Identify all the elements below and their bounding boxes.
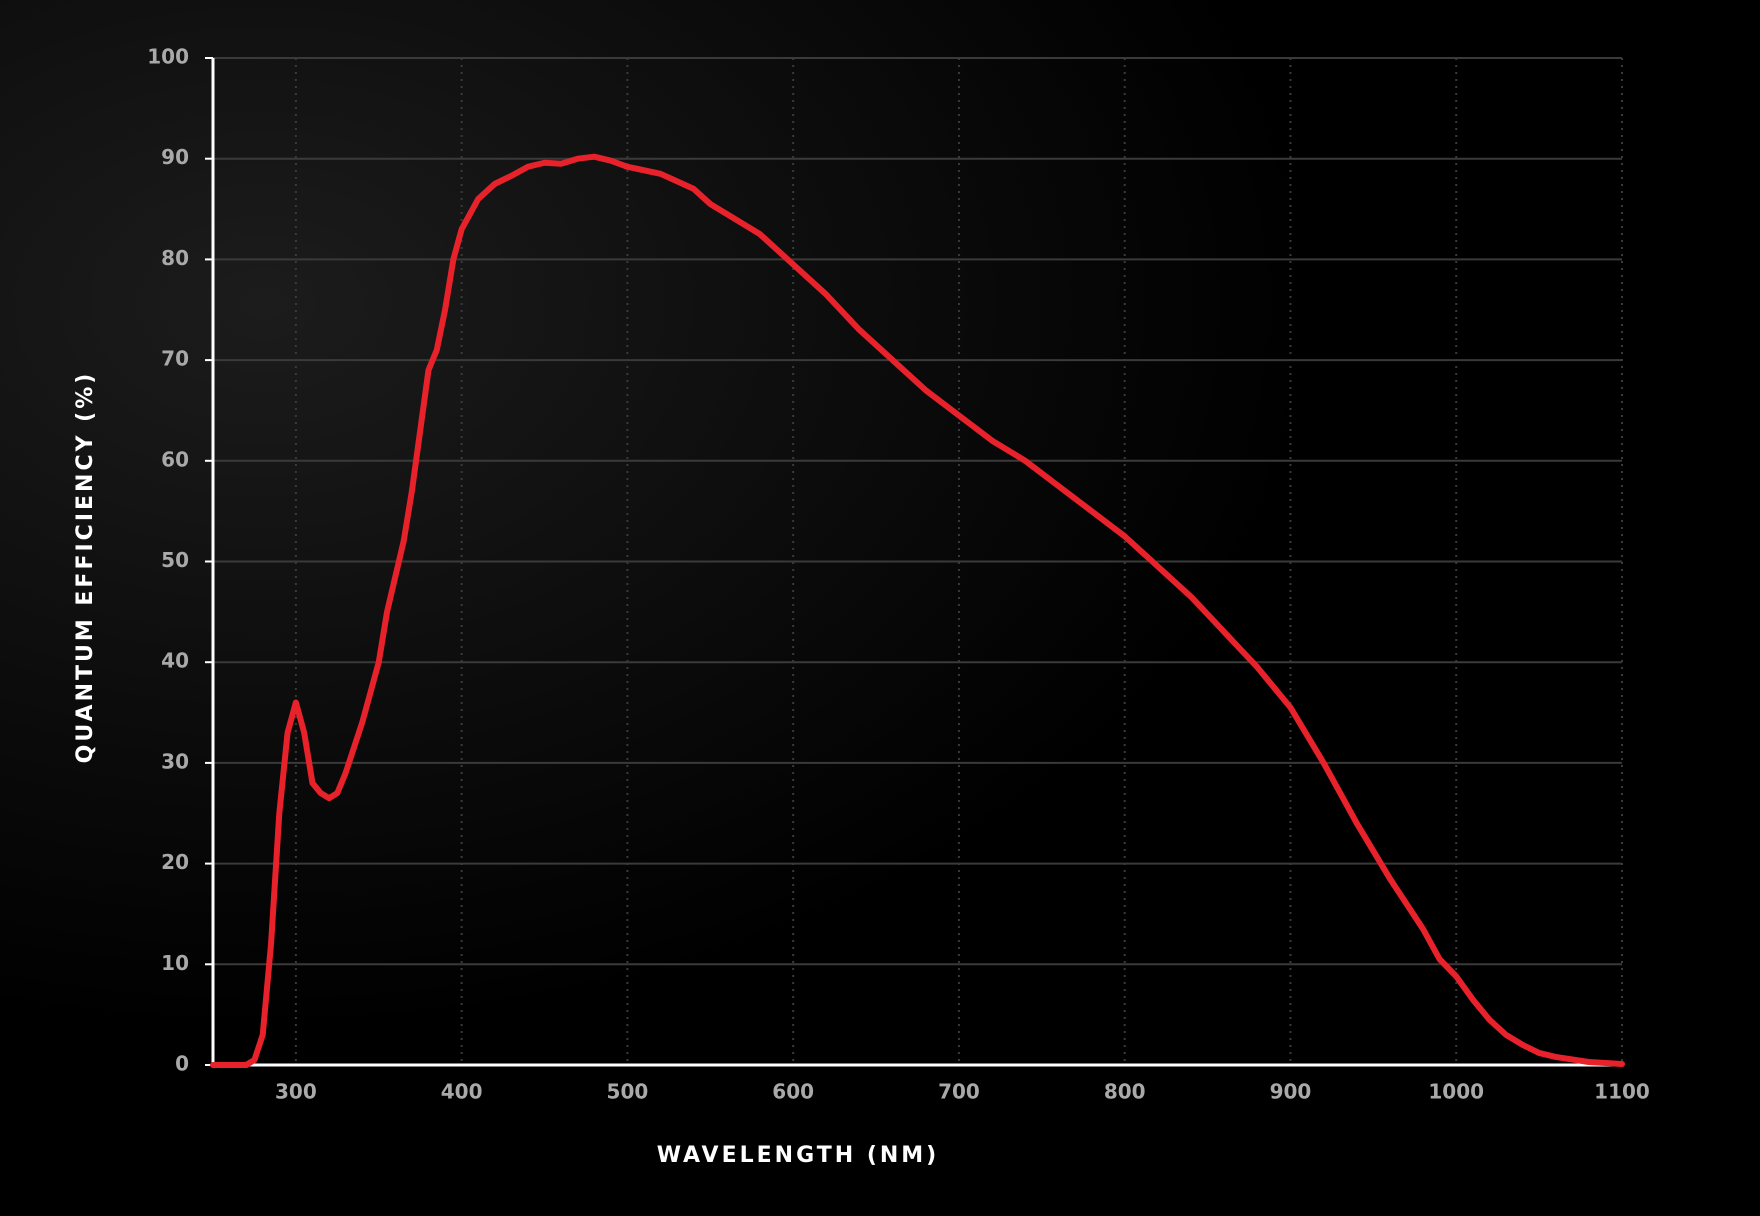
x-tick-label: 700 (938, 1080, 980, 1104)
x-tick-label: 1000 (1428, 1080, 1484, 1104)
x-axis-title: WAVELENGTH (NM) (657, 1143, 940, 1168)
y-tick-label: 100 (147, 45, 189, 69)
y-tick-label: 10 (161, 951, 189, 975)
y-tick-label: 70 (161, 347, 189, 371)
x-tick-label: 800 (1104, 1080, 1146, 1104)
y-tick-label: 60 (161, 447, 189, 471)
x-tick-label: 300 (275, 1080, 317, 1104)
y-tick-label: 20 (161, 850, 189, 874)
y-tick-label: 0 (175, 1052, 189, 1076)
x-tick-label: 500 (607, 1080, 649, 1104)
x-tick-label: 400 (441, 1080, 483, 1104)
x-tick-label: 900 (1270, 1080, 1312, 1104)
y-axis-title: QUANTUM EFFICIENCY (%) (73, 371, 98, 764)
y-tick-label: 40 (161, 649, 189, 673)
y-tick-label: 80 (161, 246, 189, 270)
y-tick-label: 90 (161, 145, 189, 169)
y-tick-label: 50 (161, 548, 189, 572)
x-tick-label: 1100 (1594, 1080, 1650, 1104)
y-tick-label: 30 (161, 749, 189, 773)
x-tick-label: 600 (772, 1080, 814, 1104)
data-line (210, 153, 1625, 1068)
